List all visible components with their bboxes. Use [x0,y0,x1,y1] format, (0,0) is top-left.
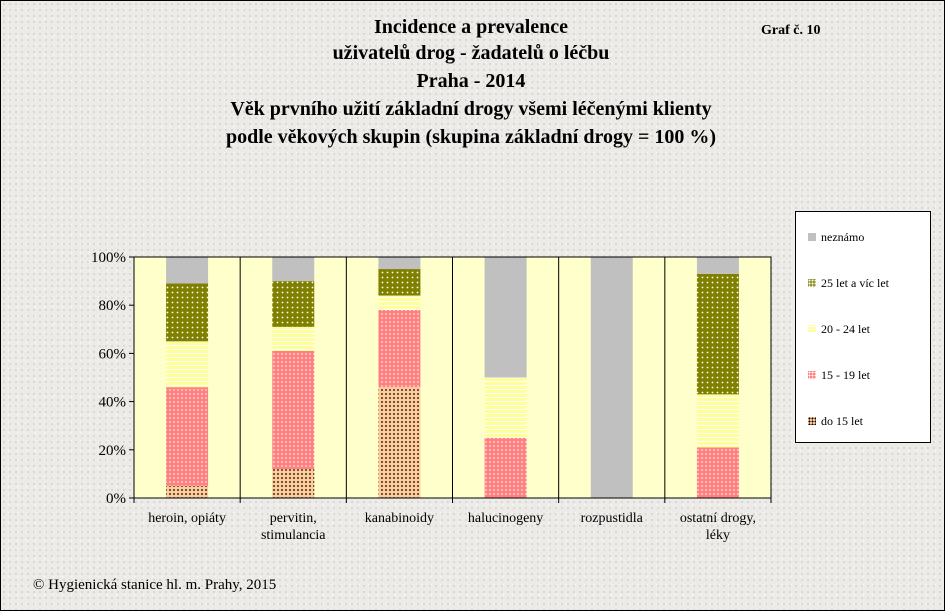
title-line-4: Věk prvního užití základní drogy všemi l… [230,98,712,120]
legend-swatch [808,417,816,425]
bar-segment-do15 [272,469,315,498]
bar-segment-do15 [378,387,421,498]
bar-segment-15 [272,350,315,470]
copyright-text: © Hygienická stanice hl. m. Prahy, 2015 [33,577,277,593]
legend-item: do 15 let [808,414,863,428]
bar-segment-15 [378,310,421,388]
legend-item: 20 - 24 let [808,322,870,336]
legend-label: 25 let a víc let [821,275,889,290]
y-tick-label: 40% [99,395,127,411]
x-tick-label: stimulancia [261,528,326,543]
graph-number-label: Graf č. 10 [761,23,821,38]
bar-segment-25 [166,283,209,342]
plot-border [133,256,772,499]
bar-segment-neznamo [590,257,633,498]
bar-segment-20 [484,377,527,438]
legend-swatch [808,233,816,241]
bar-segment-15 [696,447,739,498]
bar-segment-20 [272,326,315,351]
legend-swatch [808,279,816,287]
legend-swatch [808,371,816,379]
x-tick-label: heroin, opiáty [148,511,226,526]
bar-segment-25 [696,273,739,395]
bar-segment-25 [378,269,421,296]
bar-segment-neznamo [272,257,315,282]
x-tick-label: kanabinoidy [365,511,434,526]
legend: neznámo 25 let a víc let 20 - 24 let 15 - 1… [795,211,931,443]
bar-segment-20 [696,394,739,448]
bar-segment-neznamo [696,257,739,274]
legend-label: 15 - 19 let [821,367,870,382]
bar-segment-neznamo [166,257,209,284]
bar-segment-neznamo [484,257,527,378]
bar-segment-20 [378,295,421,311]
legend-item: 15 - 19 let [808,368,870,382]
x-tick-label: rozpustidla [581,511,644,526]
bar-segment-15 [166,387,209,486]
y-tick-label: 100% [91,250,126,266]
title-line-1: Incidence a prevalence [373,16,569,38]
x-tick-label: pervitin, [270,511,317,526]
legend-item: 25 let a víc let [808,276,889,290]
bar-segment-20 [166,341,209,388]
title-line-3: Praha - 2014 [416,70,526,92]
x-tick-label: léky [706,528,730,543]
bar-segment-do15 [166,485,209,498]
bar-segment-25 [272,281,315,327]
y-tick-label: 60% [99,346,127,362]
title-line-5: podle věkových skupin (skupina základní … [225,126,717,148]
title-line-2: uživatelů drog - žadatelů o léčbu [332,42,610,64]
legend-label: neznámo [821,229,865,244]
bar-segment-neznamo [378,257,421,270]
bar-segment-15 [484,437,527,498]
x-tick-label: ostatní drogy, [680,511,756,526]
x-tick-label: halucinogeny [468,511,543,526]
legend-label: do 15 let [821,413,863,428]
y-tick-label: 0% [106,491,126,507]
y-tick-label: 80% [99,298,127,314]
legend-item: neznámo [808,230,864,244]
y-tick-label: 20% [99,443,127,459]
legend-swatch [808,325,816,333]
legend-label: 20 - 24 let [821,321,870,336]
